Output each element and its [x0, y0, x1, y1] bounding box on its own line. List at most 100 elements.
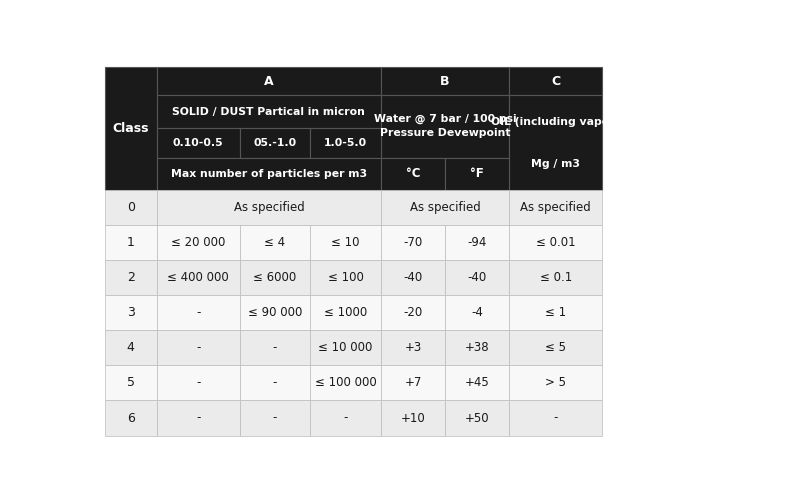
Bar: [445, 366, 509, 400]
Text: -: -: [196, 376, 200, 389]
Text: 1.0-5.0: 1.0-5.0: [324, 138, 367, 148]
Bar: [310, 366, 381, 400]
Text: OIL (including vapor)


Mg / m3: OIL (including vapor) Mg / m3: [492, 117, 620, 168]
Text: A: A: [264, 75, 274, 88]
Bar: [445, 225, 509, 260]
Bar: [445, 260, 509, 295]
Text: 0.10-0.5: 0.10-0.5: [173, 138, 223, 148]
Text: +7: +7: [405, 376, 422, 389]
Bar: [157, 400, 240, 436]
Bar: [157, 190, 381, 225]
Bar: [157, 158, 381, 190]
Bar: [310, 225, 381, 260]
Bar: [381, 158, 445, 190]
Text: ≤ 0.01: ≤ 0.01: [536, 236, 575, 249]
Text: ≤ 6000: ≤ 6000: [253, 271, 297, 284]
Text: -40: -40: [403, 271, 423, 284]
Bar: [509, 95, 602, 190]
Bar: [240, 260, 310, 295]
Text: -4: -4: [471, 306, 483, 319]
Bar: [157, 295, 240, 330]
Bar: [105, 330, 157, 366]
Text: ≤ 100: ≤ 100: [327, 271, 364, 284]
Bar: [157, 366, 240, 400]
Bar: [310, 330, 381, 366]
Bar: [509, 190, 602, 225]
Bar: [445, 400, 509, 436]
Text: -: -: [273, 411, 277, 424]
Bar: [445, 330, 509, 366]
Text: Max number of particles per m3: Max number of particles per m3: [171, 169, 367, 179]
Bar: [381, 95, 509, 158]
Bar: [381, 295, 445, 330]
Text: 6: 6: [127, 411, 135, 424]
Text: -: -: [196, 411, 200, 424]
Text: -70: -70: [403, 236, 423, 249]
Text: SOLID / DUST Partical in micron: SOLID / DUST Partical in micron: [173, 107, 365, 117]
Text: -: -: [343, 411, 348, 424]
Bar: [381, 330, 445, 366]
Bar: [381, 190, 509, 225]
Bar: [445, 295, 509, 330]
Bar: [381, 260, 445, 295]
Text: °F: °F: [470, 167, 484, 180]
Bar: [240, 330, 310, 366]
Text: C: C: [551, 75, 560, 88]
Text: +38: +38: [465, 341, 489, 355]
Text: +3: +3: [405, 341, 421, 355]
Bar: [381, 366, 445, 400]
Text: B: B: [440, 75, 450, 88]
Bar: [381, 67, 509, 95]
Bar: [381, 225, 445, 260]
Bar: [240, 295, 310, 330]
Bar: [105, 366, 157, 400]
Text: 4: 4: [127, 341, 135, 355]
Text: 2: 2: [127, 271, 135, 284]
Text: As specified: As specified: [409, 201, 481, 214]
Text: -: -: [196, 306, 200, 319]
Bar: [105, 400, 157, 436]
Text: +45: +45: [465, 376, 489, 389]
Bar: [157, 67, 381, 95]
Bar: [310, 400, 381, 436]
Text: °C: °C: [406, 167, 421, 180]
Text: > 5: > 5: [545, 376, 567, 389]
Text: Class: Class: [113, 122, 149, 135]
Bar: [240, 400, 310, 436]
Bar: [381, 400, 445, 436]
Text: 5: 5: [127, 376, 135, 389]
Text: ≤ 100 000: ≤ 100 000: [315, 376, 376, 389]
Text: ≤ 1: ≤ 1: [545, 306, 567, 319]
Text: -94: -94: [468, 236, 487, 249]
Bar: [310, 128, 381, 158]
Bar: [240, 128, 310, 158]
Text: -40: -40: [468, 271, 487, 284]
Text: -: -: [273, 376, 277, 389]
Text: ≤ 5: ≤ 5: [545, 341, 567, 355]
Bar: [157, 330, 240, 366]
Text: ≤ 0.1: ≤ 0.1: [540, 271, 572, 284]
Text: ≤ 20 000: ≤ 20 000: [171, 236, 226, 249]
Text: 05.-1.0: 05.-1.0: [253, 138, 297, 148]
Bar: [509, 225, 602, 260]
Bar: [509, 295, 602, 330]
Bar: [509, 400, 602, 436]
Text: -20: -20: [403, 306, 423, 319]
Bar: [509, 67, 602, 95]
Text: ≤ 90 000: ≤ 90 000: [248, 306, 302, 319]
Text: -: -: [554, 411, 558, 424]
Text: 3: 3: [127, 306, 135, 319]
Bar: [509, 330, 602, 366]
Text: ≤ 400 000: ≤ 400 000: [167, 271, 229, 284]
Bar: [157, 225, 240, 260]
Bar: [310, 260, 381, 295]
Bar: [105, 67, 157, 190]
Text: ≤ 10: ≤ 10: [331, 236, 360, 249]
Text: ≤ 4: ≤ 4: [264, 236, 286, 249]
Text: +10: +10: [401, 411, 425, 424]
Bar: [105, 260, 157, 295]
Text: As specified: As specified: [234, 201, 305, 214]
Bar: [509, 366, 602, 400]
Bar: [157, 128, 240, 158]
Text: -: -: [273, 341, 277, 355]
